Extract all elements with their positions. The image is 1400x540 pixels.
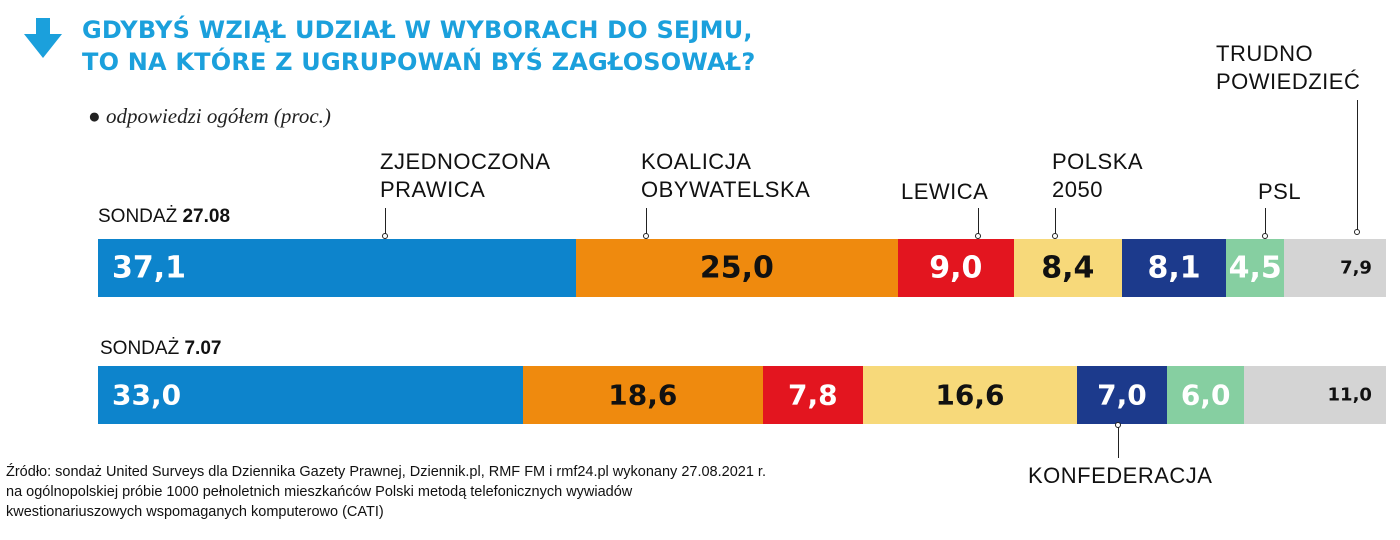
bar-segment-ko: 18,6: [523, 366, 763, 424]
title-line-2: TO NA KTÓRE Z UGRUPOWAŃ BYŚ ZAGŁOSOWAŁ?: [82, 48, 756, 76]
bar-segment-p2050: 16,6: [863, 366, 1077, 424]
category-label-psl: PSL: [1258, 178, 1301, 206]
bar-value-label: 9,0: [929, 250, 983, 286]
category-label-text: TRUDNO POWIEDZIEĆ: [1216, 41, 1361, 94]
survey-label-1: SONDAŻ 27.08: [98, 206, 230, 228]
leader-dot-lew: [975, 233, 981, 239]
survey-label-prefix: SONDAŻ: [100, 338, 180, 359]
leader-dot-konf: [1115, 422, 1121, 428]
leader-dot-p2050: [1052, 233, 1058, 239]
bar-segment-lew: 7,8: [762, 366, 864, 424]
leader-line-psl: [1265, 208, 1266, 236]
source-line-2: na ogólnopolskiej próbie 1000 pełnoletni…: [6, 484, 633, 500]
bar-value-label: 6,0: [1180, 378, 1231, 412]
chart-title: GDYBYŚ WZIĄŁ UDZIAŁ W WYBORACH DO SEJMU,…: [82, 14, 842, 78]
bar-segment-konf: 7,0: [1076, 366, 1167, 424]
leader-line-tp: [1357, 100, 1358, 232]
chart-subtitle: ● odpowiedzi ogółem (proc.): [88, 104, 331, 128]
category-label-text: PSL: [1258, 179, 1302, 204]
category-label-ko: KOALICJA OBYWATELSKA: [641, 148, 841, 204]
leader-dot-tp: [1354, 229, 1360, 235]
leader-line-konf: [1118, 426, 1119, 458]
leader-dot-psl: [1262, 233, 1268, 239]
source-line-1: Źródło: sondaż United Surveys dla Dzienn…: [6, 464, 766, 480]
bar-value-label: 7,8: [788, 378, 838, 412]
bar-value-label: 18,6: [608, 378, 678, 412]
bar-value-label: 37,1: [112, 250, 187, 286]
survey-label-date: 7.07: [184, 338, 222, 359]
category-label-tp: TRUDNO POWIEDZIEĆ: [1216, 40, 1376, 96]
bar-value-label: 33,0: [112, 378, 182, 412]
bar-value-label: 4,5: [1228, 250, 1282, 286]
bar-segment-ko: 25,0: [575, 239, 898, 297]
category-label-text: KONFEDERACJA: [1028, 463, 1213, 488]
bar-segment-zp: 37,1: [98, 239, 576, 297]
bar-segment-p2050: 8,4: [1013, 239, 1122, 297]
title-line-1: GDYBYŚ WZIĄŁ UDZIAŁ W WYBORACH DO SEJMU,: [82, 16, 753, 44]
bar-segment-psl: 4,5: [1226, 239, 1285, 297]
category-label-text: POLSKA 2050: [1052, 149, 1142, 202]
category-label-p2050: POLSKA 2050: [1052, 148, 1162, 204]
bar-value-label: 7,0: [1097, 378, 1147, 412]
bar-row-survey-1: 37,1 25,0 9,0 8,4 8,1 4,5 7,9: [98, 239, 1386, 297]
bar-value-label: 7,9: [1340, 257, 1372, 279]
survey-label-prefix: SONDAŻ: [98, 206, 178, 227]
survey-label-2: SONDAŻ 7.07: [100, 338, 221, 360]
down-arrow-icon: [24, 18, 62, 58]
leader-line-ko: [646, 208, 647, 236]
category-label-text: LEWICA: [901, 179, 989, 204]
bar-segment-konf: 8,1: [1121, 239, 1227, 297]
bar-segment-zp: 33,0: [98, 366, 524, 424]
survey-label-date: 27.08: [182, 206, 231, 227]
category-label-konf: KONFEDERACJA: [1028, 462, 1212, 490]
leader-line-zp: [385, 208, 386, 236]
subtitle-text: odpowiedzi ogółem (proc.): [105, 104, 331, 128]
bar-segment-lew: 9,0: [897, 239, 1014, 297]
bar-value-label: 25,0: [699, 250, 774, 286]
category-label-zp: ZJEDNOCZONA PRAWICA: [380, 148, 590, 204]
source-note: Źródło: sondaż United Surveys dla Dzienn…: [6, 462, 766, 522]
leader-dot-ko: [643, 233, 649, 239]
bar-value-label: 16,6: [935, 378, 1005, 412]
category-label-text: KOALICJA OBYWATELSKA: [641, 149, 811, 202]
leader-dot-zp: [382, 233, 388, 239]
bar-segment-tp: 7,9: [1284, 239, 1386, 297]
bar-value-label: 8,4: [1041, 250, 1095, 286]
bar-row-survey-2: 33,0 18,6 7,8 16,6 7,0 6,0 11,0: [98, 366, 1386, 424]
bar-segment-psl: 6,0: [1167, 366, 1245, 424]
category-label-lew: LEWICA: [901, 178, 988, 206]
source-line-3: kwestionariuszowych wspomaganych kompute…: [6, 504, 384, 520]
leader-line-lew: [978, 208, 979, 236]
bar-segment-tp: 11,0: [1244, 366, 1386, 424]
category-label-text: ZJEDNOCZONA PRAWICA: [380, 149, 550, 202]
bar-value-label: 11,0: [1327, 384, 1372, 406]
leader-line-p2050: [1055, 208, 1056, 236]
bar-value-label: 8,1: [1147, 250, 1201, 286]
